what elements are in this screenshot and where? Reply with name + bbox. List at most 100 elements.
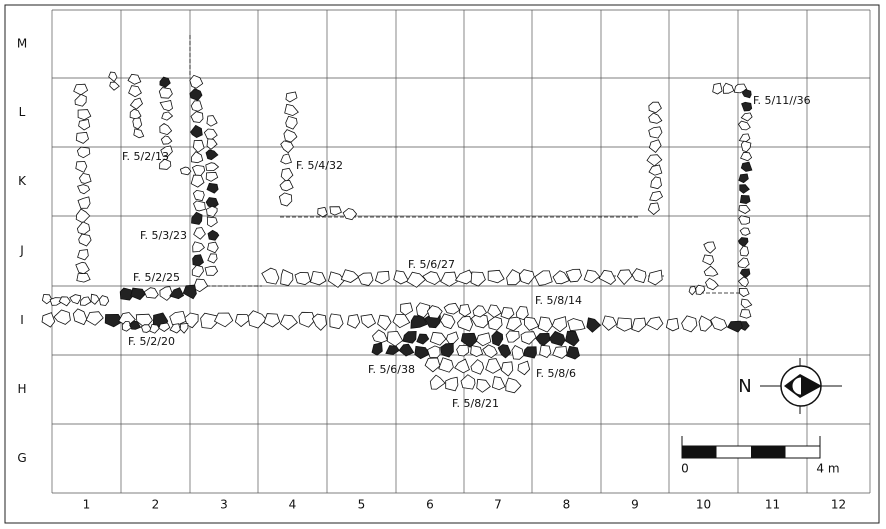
stone xyxy=(207,253,218,264)
feature-label: F. 5/2/25 xyxy=(133,271,180,284)
stone xyxy=(454,269,475,285)
stone xyxy=(75,261,90,275)
stone xyxy=(416,333,430,345)
stone xyxy=(206,216,218,228)
stone xyxy=(738,173,749,184)
stone xyxy=(203,128,218,141)
stone xyxy=(551,316,568,333)
stone xyxy=(317,206,328,218)
scale-segment xyxy=(751,446,786,458)
stone xyxy=(386,330,404,347)
stone xyxy=(491,376,506,391)
stone xyxy=(311,313,327,331)
stone xyxy=(119,287,135,301)
feature-label: F. 5/8/14 xyxy=(535,294,582,307)
stone xyxy=(190,174,205,188)
stone xyxy=(616,269,633,286)
stone xyxy=(179,166,192,176)
stone xyxy=(460,374,476,390)
stone xyxy=(470,271,486,287)
stone xyxy=(398,343,415,357)
stone xyxy=(740,298,753,309)
stone xyxy=(517,360,531,376)
stone xyxy=(648,164,663,176)
stone xyxy=(470,359,485,375)
stone xyxy=(648,112,663,124)
stone xyxy=(74,93,87,107)
stone xyxy=(213,312,234,328)
stone xyxy=(159,76,171,88)
stone xyxy=(523,316,540,331)
stone xyxy=(169,287,185,300)
stone xyxy=(739,268,751,279)
stone xyxy=(129,108,142,120)
stone xyxy=(278,192,293,207)
stone xyxy=(482,344,498,359)
column-label: 8 xyxy=(563,498,571,512)
stone xyxy=(192,189,205,202)
stone xyxy=(698,315,713,332)
stone xyxy=(280,140,294,154)
stone xyxy=(158,322,171,332)
scale-start: 0 xyxy=(681,462,689,476)
row-label: I xyxy=(20,313,24,327)
stone xyxy=(739,227,751,236)
stone xyxy=(739,245,750,257)
stone xyxy=(191,151,204,164)
stone xyxy=(402,330,417,344)
stone xyxy=(539,344,552,358)
stone xyxy=(182,284,197,300)
scale-segment xyxy=(682,446,717,458)
stone xyxy=(90,293,100,305)
stone xyxy=(515,306,529,321)
stone xyxy=(132,117,143,130)
stone xyxy=(727,320,743,333)
stone xyxy=(740,112,753,122)
stone xyxy=(191,211,203,225)
stone xyxy=(738,133,751,143)
arrow-center xyxy=(801,377,810,395)
stone xyxy=(648,139,662,153)
stone xyxy=(552,346,568,359)
stone xyxy=(722,82,735,94)
stone xyxy=(298,311,316,328)
stone xyxy=(371,342,383,356)
stone xyxy=(406,271,426,288)
stone xyxy=(159,100,173,112)
stone xyxy=(385,345,400,355)
north-label: N xyxy=(738,376,751,397)
row-label: J xyxy=(19,244,24,258)
stone xyxy=(537,316,553,333)
stone xyxy=(487,269,505,284)
stone xyxy=(534,270,553,286)
stone xyxy=(192,254,204,267)
row-label: G xyxy=(17,451,26,465)
stone xyxy=(565,268,582,283)
stone xyxy=(69,294,82,305)
stone xyxy=(189,74,204,89)
stone xyxy=(191,164,206,176)
stone xyxy=(454,358,470,374)
stone xyxy=(73,83,89,96)
column-label: 10 xyxy=(696,498,711,512)
stone xyxy=(491,330,504,347)
stone xyxy=(456,345,470,357)
stone xyxy=(85,311,104,326)
stone xyxy=(506,269,521,286)
stone xyxy=(129,320,142,330)
stone xyxy=(160,145,173,158)
stone xyxy=(360,314,377,329)
stone xyxy=(422,271,441,286)
stone xyxy=(205,162,220,172)
stone xyxy=(741,101,753,112)
stone xyxy=(505,377,522,394)
stone xyxy=(149,323,160,334)
stone xyxy=(190,124,203,138)
stone xyxy=(207,229,220,241)
stone xyxy=(169,310,187,326)
stone xyxy=(549,330,566,347)
stone xyxy=(393,270,409,285)
stone xyxy=(78,233,92,247)
stone xyxy=(631,317,647,333)
stone xyxy=(702,254,715,266)
